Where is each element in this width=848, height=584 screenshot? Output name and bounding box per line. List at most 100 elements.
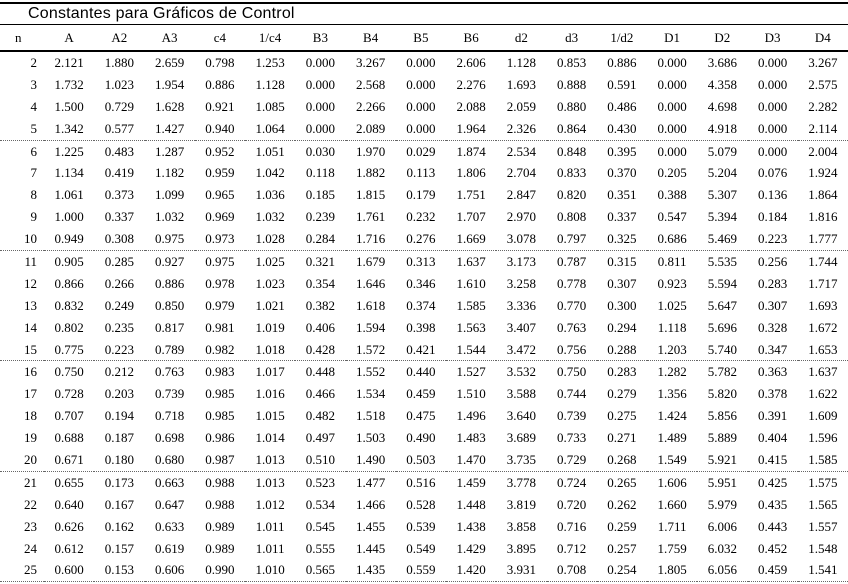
cell: 0.729 [104,98,134,114]
cell: 0.223 [747,228,798,252]
cell: 0.820 [557,187,587,203]
cell: 0.591 [607,76,637,92]
cell: 5.820 [707,386,737,402]
column-header-d3: d3 [546,25,597,52]
cell: 0.989 [205,540,235,556]
cell: 0.720 [557,496,587,512]
cell: 0.378 [758,386,788,402]
cell: 0.534 [305,496,335,512]
cell: 0.294 [607,319,637,335]
cell: 1.025 [657,297,687,313]
cell: 0.886 [607,54,637,70]
cell: 1.021 [255,297,285,313]
cell: 0.555 [305,540,335,556]
cell: 1.693 [808,297,838,313]
cell: 5.782 [707,364,737,380]
cell: 5.951 [707,474,737,490]
cell: 1.717 [808,275,838,291]
cell: 0.223 [94,338,145,362]
cell: 1.707 [456,209,486,225]
cell-n: 10 [0,228,44,252]
cell: 0.284 [295,228,346,252]
table-row: 7 1.134 0.419 1.182 0.959 1.042 0.118 1.882 0.11… [0,162,848,184]
cell: 1.435 [345,559,396,583]
cell: 1.622 [808,386,838,402]
cell: 0.698 [155,430,185,446]
cell: 0.733 [557,430,587,446]
cell: 1.000 [54,209,84,225]
cell: 1.549 [647,449,698,472]
cell: 0.307 [607,275,637,291]
cell-n: 13 [24,297,37,313]
cell: 0.981 [205,319,235,335]
cell: 0.949 [44,228,95,252]
cell: 0.452 [758,540,788,556]
cell: 0.300 [607,297,637,313]
cell: 0.000 [758,76,788,92]
cell: 0.435 [758,496,788,512]
table-row: 16 0.750 0.212 0.763 0.983 1.017 0.448 1.552 0.4… [0,361,848,383]
cell: 0.266 [104,275,134,291]
cell: 0.718 [155,408,185,424]
cell: 5.979 [707,496,737,512]
cell: 1.036 [255,187,285,203]
cell: 0.729 [546,449,597,472]
cell: 0.076 [758,165,788,181]
cell: 3.407 [506,319,536,335]
cell: 0.000 [657,143,687,159]
cell: 1.815 [356,187,386,203]
cell: 2.326 [496,117,547,141]
cell: 0.728 [54,386,84,402]
column-header-1-d2: 1/d2 [596,25,647,52]
cell: 2.121 [54,54,84,70]
cell: 5.696 [707,319,737,335]
cell: 2.704 [506,165,536,181]
column-header-b6: B6 [446,25,497,52]
column-header-b4: B4 [345,25,396,52]
cell: 0.940 [194,117,245,141]
cell: 0.354 [305,275,335,291]
column-header-a3: A3 [144,25,195,52]
constants-table: n A A2 A3 c4 1/c4 B3 B4 B5 B6 d2 d3 1/d2 D1 D2 D3 D4 2 2.… [0,25,848,583]
cell: 0.739 [155,386,185,402]
table-row: 2 2.121 1.880 2.659 0.798 1.253 0.000 3.267 0.00… [0,51,848,74]
cell: 0.763 [155,364,185,380]
cell: 5.647 [707,297,737,313]
cell: 1.042 [255,165,285,181]
cell: 0.283 [607,364,637,380]
cell: 1.011 [255,540,285,556]
cell-n: 20 [0,449,44,472]
cell: 1.500 [54,98,84,114]
cell: 0.756 [546,338,597,362]
cell: 0.482 [305,408,335,424]
cell: 3.173 [506,253,536,269]
table-row: 18 0.707 0.194 0.718 0.985 1.015 0.482 1.518 0.4… [0,405,848,427]
cell: 2.089 [345,117,396,141]
cell-n: 16 [24,364,37,380]
cell: 0.325 [596,228,647,252]
table-row: 22 0.640 0.167 0.647 0.988 1.012 0.534 1.466 0.5… [0,494,848,516]
cell: 0.395 [607,143,637,159]
cell: 1.954 [155,76,185,92]
cell: 0.486 [607,98,637,114]
cell: 0.000 [295,117,346,141]
cell: 0.374 [406,297,436,313]
cell: 0.516 [406,474,436,490]
cell: 3.686 [707,54,737,70]
cell: 5.307 [707,187,737,203]
cell: 0.285 [104,253,134,269]
cell: 5.535 [707,253,737,269]
cell: 0.187 [104,430,134,446]
cell: 0.866 [54,275,84,291]
cell-n: 12 [24,275,37,291]
cell: 0.640 [54,496,84,512]
cell: 0.988 [205,496,235,512]
cell: 0.475 [406,408,436,424]
table-header: n A A2 A3 c4 1/c4 B3 B4 B5 B6 d2 d3 1/d2 D1 D2 D3 D4 [0,25,848,52]
table-row: 17 0.728 0.203 0.739 0.985 1.016 0.466 1.534 0.4… [0,383,848,405]
cell: 3.735 [496,449,547,472]
cell-n: 8 [30,187,38,203]
cell: 0.466 [305,386,335,402]
cell: 0.262 [607,496,637,512]
cell: 3.819 [506,496,536,512]
